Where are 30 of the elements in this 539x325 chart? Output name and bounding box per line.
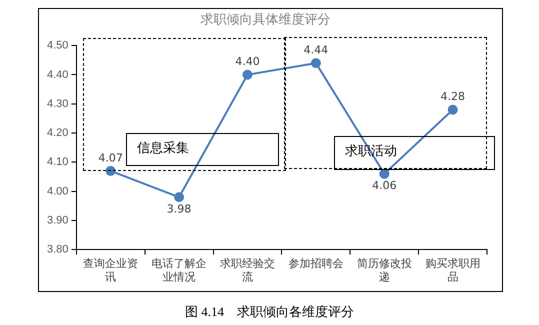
x-tick-label: 电话了解企业情况 [152, 257, 207, 284]
chart-title: 求职倾向具体维度评分 [200, 11, 330, 26]
data-label: 4.40 [235, 55, 260, 68]
data-label: 4.28 [440, 90, 466, 104]
y-tick-label: 3.90 [46, 214, 68, 226]
x-tick-label: 查询企业资讯 [83, 257, 138, 284]
point [242, 70, 252, 80]
text-box: 信息采集 [126, 133, 279, 166]
y-tick-label: 4.30 [46, 98, 68, 110]
data-label: 3.98 [166, 202, 192, 216]
x-tick-label: 购买求职用品 [425, 257, 480, 284]
point [106, 166, 116, 176]
x-tick-label: 简历修改投递 [356, 258, 412, 284]
y-tick-label: 4.10 [46, 156, 68, 168]
data-label: 4.06 [372, 179, 397, 192]
x-tick-label: 求职经验交流 [220, 257, 275, 284]
y-tick-label: 3.80 [46, 244, 68, 256]
text-box: 求职活动 [334, 136, 495, 170]
x-tick-label: 参加招聘会 [288, 257, 344, 270]
y-tick-label: 4.00 [46, 185, 68, 198]
caption: 图 4.14 求职倾向各维度评分 [184, 303, 355, 321]
data-label: 4.44 [304, 43, 328, 56]
point [379, 168, 390, 179]
y-tick-label: 4.50 [46, 40, 68, 52]
point [310, 58, 321, 68]
point [448, 104, 458, 115]
point [174, 192, 184, 202]
y-tick-label: 4.40 [46, 68, 68, 81]
data-label: 4.07 [98, 151, 123, 164]
y-tick-label: 4.20 [46, 127, 68, 140]
